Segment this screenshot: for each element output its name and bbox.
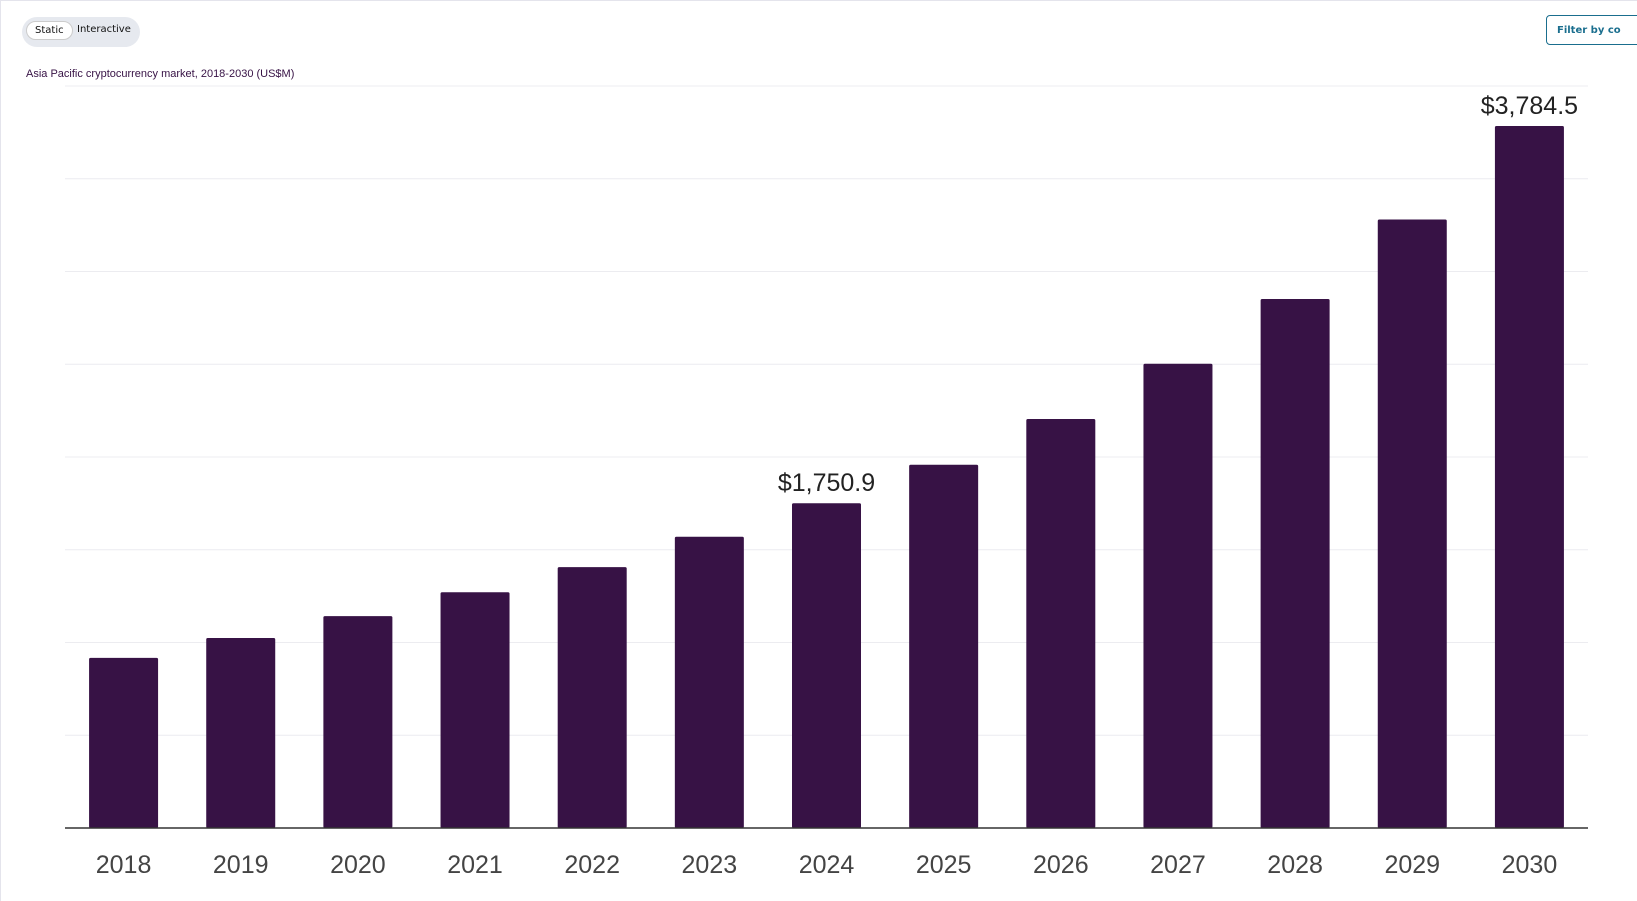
- x-tick-label: 2018: [96, 851, 152, 879]
- bar: [440, 592, 510, 828]
- bar: [1377, 219, 1447, 828]
- x-tick-label: 2019: [213, 851, 269, 879]
- bar: [1143, 363, 1213, 828]
- x-tick-label: 2029: [1384, 851, 1440, 879]
- filter-button[interactable]: Filter by co: [1546, 15, 1637, 45]
- x-tick-label: 2020: [330, 851, 386, 879]
- x-tick-label: 2023: [682, 851, 738, 879]
- bar: [792, 503, 861, 828]
- bar: [674, 536, 744, 828]
- bar: [1026, 418, 1096, 828]
- value-label: $3,784.5: [1481, 92, 1578, 120]
- x-tick-label: 2024: [799, 851, 855, 879]
- static-tab[interactable]: Static: [26, 21, 73, 40]
- x-tick-label: 2026: [1033, 851, 1089, 879]
- bar: [89, 657, 159, 828]
- x-tick-label: 2030: [1502, 851, 1558, 879]
- x-tick-label: 2025: [916, 851, 972, 879]
- chart-title: Asia Pacific cryptocurrency market, 2018…: [26, 68, 294, 80]
- bar: [206, 638, 276, 828]
- x-tick-label: 2028: [1267, 851, 1323, 879]
- x-tick-label: 2027: [1150, 851, 1206, 879]
- view-toggle: Static Interactive: [22, 17, 140, 47]
- bar: [323, 616, 393, 828]
- bar: [557, 567, 627, 828]
- bar: [1494, 125, 1564, 829]
- value-label: $1,750.9: [778, 469, 875, 497]
- interactive-tab[interactable]: Interactive: [77, 24, 131, 35]
- bar: [1260, 298, 1330, 829]
- bar: [909, 464, 979, 828]
- x-tick-label: 2022: [564, 851, 620, 879]
- x-tick-label: 2021: [447, 851, 503, 879]
